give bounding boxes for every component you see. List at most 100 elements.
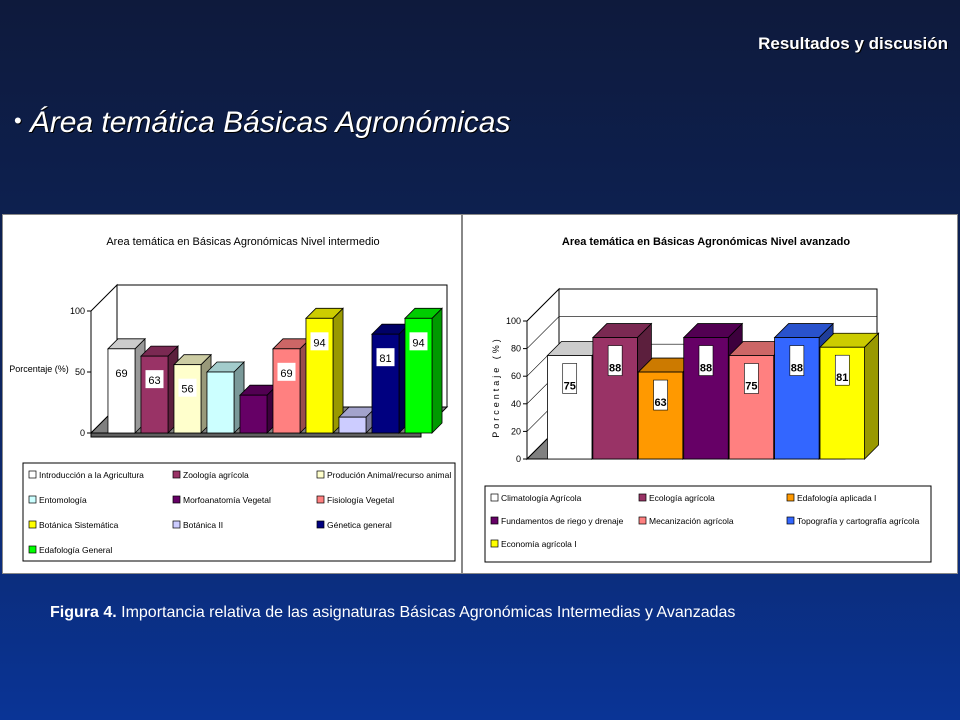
chart1-data-label: 94: [412, 337, 424, 349]
chart1-legend-item: Botánica II: [172, 520, 223, 530]
chart2-legend-swatch: [786, 493, 795, 502]
caption-text: Importancia relativa de las asignaturas …: [116, 604, 736, 621]
chart1-data-label: 69: [115, 368, 127, 380]
chart1-data-label-box: [112, 362, 131, 381]
chart2-bar-front: [683, 337, 729, 460]
chart1-legend-label: Introducción a la Agricultura: [39, 470, 144, 480]
chart1-data-label-box: [277, 362, 296, 381]
chart2-legend-item: Topografía y cartografía agrícola: [786, 516, 920, 526]
chart2-data-label: 88: [700, 363, 712, 375]
chart1-data-label-box: [310, 332, 329, 351]
chart2-legend-label: Ecología agrícola: [649, 493, 715, 503]
topic-title: Área temática Básicas Agronómicas: [29, 106, 511, 139]
chart1-data-label-box: [409, 332, 428, 351]
chart2-data-label-box: [789, 345, 805, 376]
chart2-legend-label: Edafología aplicada I: [797, 493, 876, 503]
chart1-ytick-label: 50: [75, 367, 85, 377]
chart1-legend-label: Botánica II: [183, 520, 223, 530]
chart2-legend-item: Economía agrícola I: [490, 539, 577, 549]
chart1-data-label-box: [145, 370, 164, 389]
caption-label: Figura 4.: [50, 604, 117, 621]
chart2-legend-item: Edafología aplicada I: [786, 493, 876, 503]
chart1-legend-label: Morfoanatomía Vegetal: [183, 495, 271, 505]
chart1-legend-swatch: [28, 520, 37, 529]
chart1-ytick-label: 100: [70, 306, 85, 316]
chart2-data-label: 88: [791, 363, 803, 375]
chart1-legend-item: Produción Animal/recurso animal: [316, 470, 451, 480]
chart1-legend-label: Produción Animal/recurso animal: [327, 470, 451, 480]
chart2-legend: [484, 485, 932, 563]
chart1-legend-swatch: [316, 470, 325, 479]
chart2-legend-swatch: [490, 493, 499, 502]
chart1-legend-swatch: [316, 520, 325, 529]
chart1-legend-swatch: [28, 470, 37, 479]
chart1-bar-botanica-ii: [338, 406, 377, 434]
chart1-bar-front: [239, 394, 268, 434]
chart1-legend-swatch: [172, 520, 181, 529]
chart2-data-label-box: [653, 379, 668, 411]
chart2-data-label: 75: [564, 381, 576, 393]
chart1-legend-label: Génetica general: [327, 520, 392, 530]
chart2-legend-swatch: [638, 493, 647, 502]
chart-intermediate: Area temática en Básicas Agronómicas Niv…: [9, 236, 456, 562]
chart2-legend-item: Mecanización agrícola: [638, 516, 734, 526]
chart1-legend-item: Morfoanatomía Vegetal: [172, 495, 271, 505]
chart1-legend-item: Entomología: [28, 495, 87, 505]
chart1-bar-fisiologia-vegetal: 69: [272, 337, 311, 434]
chart2-legend-label: Fundamentos de riego y drenaje: [501, 516, 624, 526]
figure-caption: Figura 4. Importancia relativa de las as…: [50, 602, 910, 624]
chart2-legend-label: Mecanización agrícola: [649, 516, 734, 526]
chart1-bar-introduccion-a-la-agricultura: 69: [107, 337, 146, 434]
chart2-ytick-label: 40: [511, 399, 521, 409]
chart2-bar-economia-agricola-i: 81: [819, 332, 880, 460]
chart2-data-label-box: [744, 363, 759, 394]
chart1-bar-producion-animal-recurso-animal: 56: [173, 353, 212, 434]
chart2-legend-swatch: [490, 539, 499, 548]
chart1-legend-swatch: [172, 470, 181, 479]
chart1-bar-front: [272, 348, 301, 434]
chart1-ytick-label: 0: [80, 428, 85, 438]
chart2-data-label: 88: [609, 363, 621, 375]
chart1-legend-label: Entomología: [39, 495, 87, 505]
chart1-legend-item: Génetica general: [316, 520, 392, 530]
chart2-gridline: [526, 316, 877, 349]
chart1-legend-item: Edafología General: [28, 545, 112, 555]
chart1-bar-front: [140, 355, 169, 434]
chart1-legend-swatch: [28, 495, 37, 504]
chart1-legend: [22, 462, 456, 562]
chart2-ytick-label: 20: [511, 426, 521, 436]
chart2-data-label-box: [834, 354, 850, 386]
chart-advanced: Area temática en Básicas Agronómicas Niv…: [484, 236, 932, 563]
bullet-icon: •: [14, 108, 22, 133]
chart2-legend-swatch: [490, 516, 499, 525]
chart1-data-label-box: [376, 348, 395, 367]
chart1-legend-item: Introducción a la Agricultura: [28, 470, 144, 480]
chart2-legend-swatch: [638, 516, 647, 525]
chart1-bar-front: [107, 348, 136, 434]
chart2-title: Area temática en Básicas Agronómicas Niv…: [562, 236, 850, 248]
chart1-title: Area temática en Básicas Agronómicas Niv…: [106, 236, 379, 248]
chart1-bar-genetica-general: 81: [371, 323, 410, 434]
chart2-data-label-box: [698, 345, 714, 376]
chart1-legend-swatch: [172, 495, 181, 504]
chart2-legend-swatch: [786, 516, 795, 525]
chart1-legend-swatch: [316, 495, 325, 504]
chart2-data-label: 75: [745, 381, 757, 393]
chart1-legend-label: Zoología agrícola: [183, 470, 249, 480]
chart1-bar-entomologia: [206, 361, 245, 434]
chart1-bar-edafologia-general: 94: [404, 307, 443, 434]
chart1-legend-swatch: [28, 545, 37, 554]
chart1-ylabel: Porcentaje (%): [9, 364, 69, 374]
chart1-bar-morfoanatomia-vegetal: [239, 384, 278, 434]
section-header: Resultados y discusión: [758, 34, 948, 53]
chart1-bar-side: [431, 307, 443, 434]
chart1-legend-label: Botánica Sistemática: [39, 520, 119, 530]
chart1-data-label: 81: [379, 353, 391, 365]
chart1-data-label: 94: [313, 337, 325, 349]
chart2-data-label-box: [607, 345, 623, 376]
chart1-bar-zoologia-agricola: 63: [140, 345, 179, 434]
chart1-legend-item: Zoología agrícola: [172, 470, 249, 480]
chart1-bar-front: [173, 364, 202, 434]
chart1-data-label: 63: [148, 375, 160, 387]
chart2-ylabel: Porcentaje (%): [491, 336, 501, 438]
